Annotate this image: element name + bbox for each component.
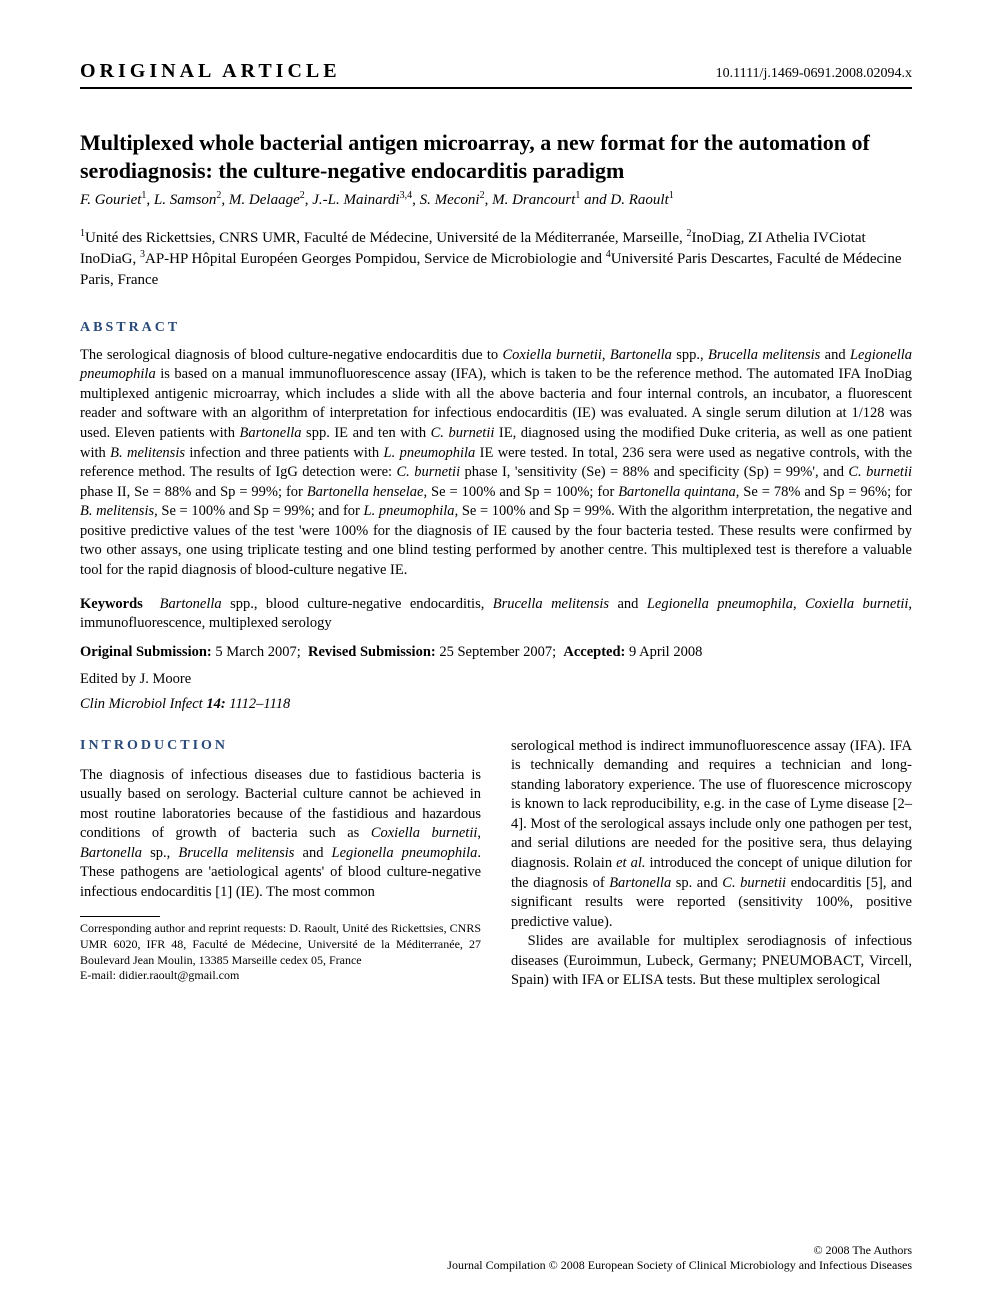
citation: Clin Microbiol Infect 14: 1112–1118	[80, 696, 912, 713]
corresponding-divider	[80, 916, 160, 917]
submission-dates: Original Submission: 5 March 2007; Revis…	[80, 644, 912, 661]
article-title: Multiplexed whole bacterial antigen micr…	[80, 129, 912, 184]
article-type: ORIGINAL ARTICLE	[80, 60, 341, 83]
authors: F. Gouriet1, L. Samson2, M. Delaage2, J.…	[80, 190, 912, 209]
intro-text-right: serological method is indirect immunoflu…	[511, 737, 912, 991]
page-container: ORIGINAL ARTICLE 10.1111/j.1469-0691.200…	[0, 0, 992, 1304]
keywords: Keywords Bartonella spp., blood culture-…	[80, 595, 912, 634]
introduction-heading: INTRODUCTION	[80, 737, 481, 756]
edited-by: Edited by J. Moore	[80, 671, 912, 688]
page-footer: © 2008 The Authors Journal Compilation ©…	[447, 1243, 912, 1274]
footer-line-2: Journal Compilation © 2008 European Soci…	[447, 1258, 912, 1274]
footer-line-1: © 2008 The Authors	[447, 1243, 912, 1259]
corresponding-author: Corresponding author and reprint request…	[80, 921, 481, 983]
right-column: serological method is indirect immunoflu…	[511, 737, 912, 991]
header-bar: ORIGINAL ARTICLE 10.1111/j.1469-0691.200…	[80, 60, 912, 89]
affiliations: 1Unité des Rickettsies, CNRS UMR, Facult…	[80, 227, 912, 290]
body-columns: INTRODUCTION The diagnosis of infectious…	[80, 737, 912, 991]
abstract-text: The serological diagnosis of blood cultu…	[80, 346, 912, 581]
left-column: INTRODUCTION The diagnosis of infectious…	[80, 737, 481, 991]
doi: 10.1111/j.1469-0691.2008.02094.x	[716, 66, 912, 82]
intro-text-left: The diagnosis of infectious diseases due…	[80, 766, 481, 903]
abstract-heading: ABSTRACT	[80, 320, 912, 336]
